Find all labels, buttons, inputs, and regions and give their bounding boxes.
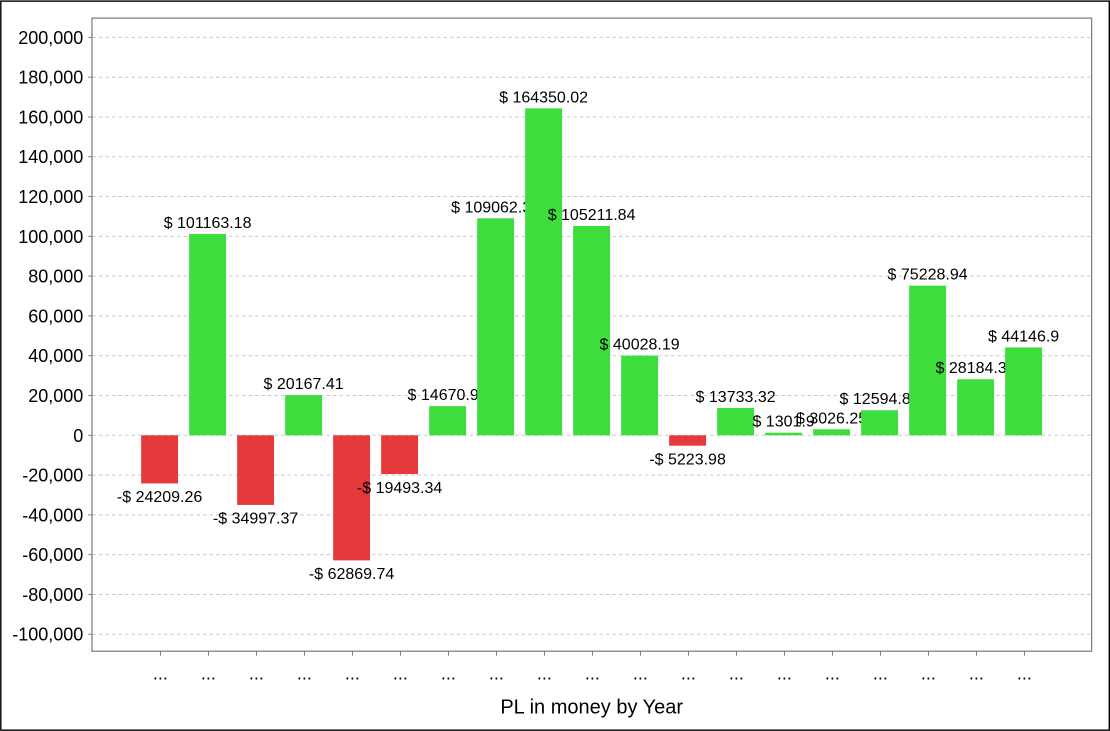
- svg-text:...: ...: [1017, 663, 1032, 683]
- svg-text:$ 1301.9: $ 1301.9: [752, 414, 814, 431]
- svg-text:$ 40028.19: $ 40028.19: [600, 337, 680, 354]
- svg-text:PL in money by Year: PL in money by Year: [500, 697, 683, 719]
- svg-text:...: ...: [393, 663, 408, 683]
- svg-text:-$ 34997.37: -$ 34997.37: [213, 511, 299, 528]
- svg-text:20,000: 20,000: [28, 386, 83, 406]
- svg-text:60,000: 60,000: [28, 306, 83, 326]
- svg-text:-$ 5223.98: -$ 5223.98: [649, 451, 726, 468]
- svg-text:0: 0: [73, 426, 83, 446]
- svg-text:-$ 24209.26: -$ 24209.26: [117, 489, 203, 506]
- svg-text:$ 164350.02: $ 164350.02: [499, 89, 588, 106]
- svg-text:-$ 62869.74: -$ 62869.74: [309, 566, 395, 583]
- svg-text:$ 44146.9: $ 44146.9: [988, 328, 1059, 345]
- svg-text:40,000: 40,000: [28, 346, 83, 366]
- svg-text:...: ...: [777, 663, 792, 683]
- svg-text:$ 14670.97: $ 14670.97: [408, 387, 488, 404]
- svg-text:...: ...: [249, 663, 264, 683]
- svg-text:$ 101163.18: $ 101163.18: [164, 215, 252, 232]
- svg-text:$ 13733.32: $ 13733.32: [696, 389, 776, 406]
- svg-text:120,000: 120,000: [18, 187, 83, 207]
- svg-text:...: ...: [825, 663, 840, 683]
- svg-text:$ 12594.85: $ 12594.85: [840, 391, 920, 408]
- svg-text:...: ...: [537, 663, 552, 683]
- svg-text:200,000: 200,000: [18, 28, 83, 48]
- svg-text:-20,000: -20,000: [22, 466, 83, 486]
- svg-text:$ 105211.84: $ 105211.84: [548, 207, 636, 224]
- svg-text:...: ...: [201, 663, 216, 683]
- svg-text:...: ...: [345, 663, 360, 683]
- svg-text:...: ...: [873, 663, 888, 683]
- svg-text:...: ...: [585, 663, 600, 683]
- svg-text:180,000: 180,000: [18, 68, 83, 88]
- svg-text:-40,000: -40,000: [22, 505, 83, 525]
- svg-text:$ 75228.94: $ 75228.94: [888, 267, 968, 284]
- svg-text:...: ...: [153, 663, 168, 683]
- svg-text:-100,000: -100,000: [12, 625, 83, 645]
- svg-text:-80,000: -80,000: [22, 585, 83, 605]
- svg-text:$ 28184.36: $ 28184.36: [936, 360, 1016, 377]
- svg-text:160,000: 160,000: [18, 107, 83, 127]
- svg-text:...: ...: [681, 663, 696, 683]
- svg-text:-60,000: -60,000: [22, 545, 83, 565]
- svg-text:$ 20167.41: $ 20167.41: [264, 376, 344, 393]
- svg-text:100,000: 100,000: [18, 227, 83, 247]
- svg-text:$ 3026.25: $ 3026.25: [796, 410, 867, 427]
- svg-text:...: ...: [633, 663, 648, 683]
- svg-text:...: ...: [729, 663, 744, 683]
- svg-text:140,000: 140,000: [18, 147, 83, 167]
- svg-text:...: ...: [297, 663, 312, 683]
- svg-text:-$ 19493.34: -$ 19493.34: [357, 480, 443, 497]
- svg-text:...: ...: [969, 663, 984, 683]
- svg-text:...: ...: [489, 663, 504, 683]
- svg-text:...: ...: [441, 663, 456, 683]
- svg-text:80,000: 80,000: [28, 267, 83, 287]
- svg-text:$ 109062.34: $ 109062.34: [451, 199, 540, 216]
- svg-text:...: ...: [921, 663, 936, 683]
